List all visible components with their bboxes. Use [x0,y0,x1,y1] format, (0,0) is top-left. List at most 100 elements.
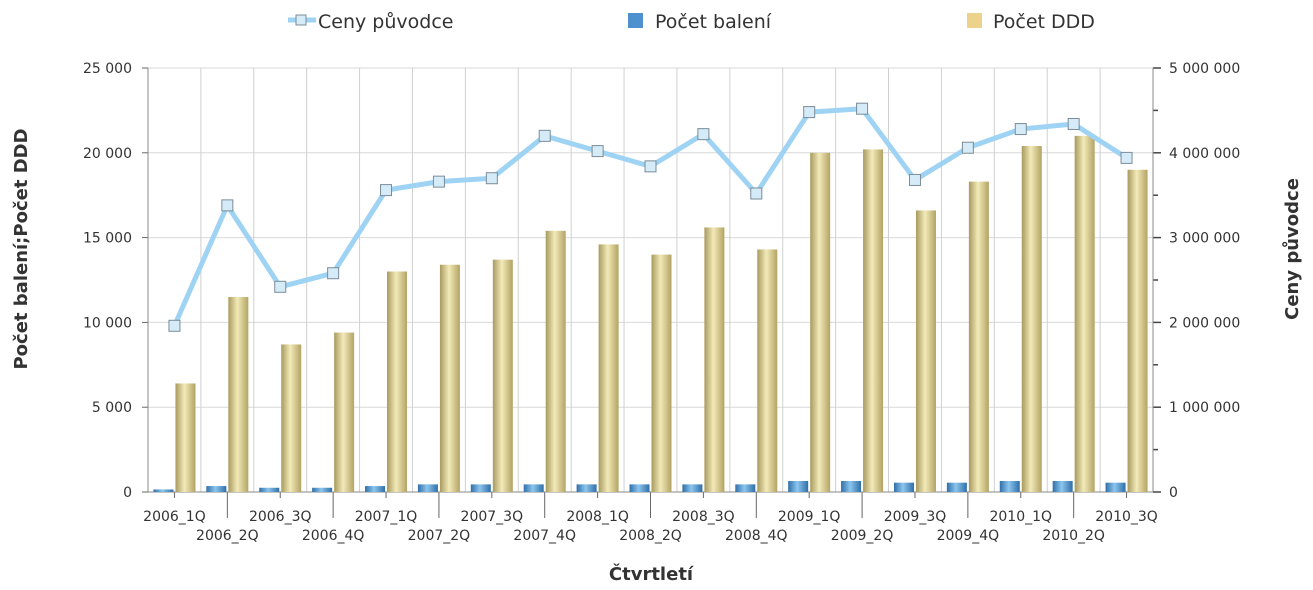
bar-pocet-ddd [1074,135,1095,492]
line-point-marker [644,160,657,173]
line-series [168,102,1133,332]
legend-swatch-baleni [628,13,643,28]
bar-pocet-baleni [682,484,703,492]
y-axis-title: Počet balení;Počet DDD [11,128,32,369]
x-tick-label: 2006_3Q [249,509,312,525]
bar-pocet-baleni [1105,482,1126,492]
bar-pocet-baleni [259,487,280,492]
bar-pocet-ddd [863,149,884,492]
bar-pocet-ddd [492,259,513,492]
bar-pocet-baleni [312,487,333,492]
x-tick-label: 2010_3Q [1095,509,1158,525]
line-point-marker [1014,123,1027,136]
x-tick-label: 2009_2Q [831,528,894,544]
legend-line-marker [295,14,307,26]
bar-pocet-ddd [598,244,619,492]
y2-tick-label: 0 [1169,485,1178,501]
bar-pocet-baleni [735,484,756,492]
legend-label-ddd: Počet DDD [993,11,1095,33]
x-tick-label: 2008_3Q [672,509,735,525]
line-point-marker [697,128,710,141]
bar-pocet-baleni [946,482,967,492]
line-point-marker [908,173,921,186]
y-tick-label: 10 000 [83,315,132,331]
x-tick-label: 2008_4Q [725,528,788,544]
legend-label-baleni: Počet balení [655,11,772,33]
bar-pocet-ddd [387,271,408,492]
bar-pocet-baleni [153,489,174,492]
bar-pocet-ddd [1127,169,1148,492]
bar-pocet-baleni [629,484,650,492]
line-point-marker [538,129,551,142]
bar-pocet-baleni [1052,480,1073,492]
bar-pocet-baleni [523,484,544,492]
x-tick-label: 2009_4Q [937,528,1000,544]
line-point-marker [380,184,393,197]
line-point-marker [961,141,974,154]
x-tick-label: 2010_1Q [989,509,1052,525]
bar-pocet-ddd [915,210,936,493]
x-tick-label: 2007_1Q [355,509,418,525]
bar-pocet-ddd [334,332,355,492]
y-tick-label: 0 [123,485,132,501]
x-tick-label: 2008_2Q [619,528,682,544]
bar-pocet-ddd [810,152,831,493]
bar-pocet-baleni [206,486,227,492]
line-point-marker [168,319,181,332]
line-point-marker [274,280,287,293]
bar-pocet-ddd [704,227,725,492]
bar-pocet-baleni [576,484,597,492]
y2-tick-label: 3 000 000 [1169,231,1240,247]
bar-pocet-ddd [651,254,672,492]
line-point-marker [591,145,604,158]
bar-pocet-baleni [470,484,491,492]
line-point-marker [221,199,234,212]
x-tick-label: 2007_2Q [408,528,471,544]
x-tick-label: 2006_1Q [143,509,206,525]
bar-pocet-ddd [757,249,778,492]
y-tick-label: 15 000 [83,231,132,247]
x-tick-label: 2008_1Q [566,509,629,525]
legend-swatch-ddd [967,13,982,28]
x-tick-label: 2009_1Q [778,509,841,525]
line-point-marker [1120,151,1133,164]
y2-axis-title: Ceny původce [1281,178,1303,320]
bar-pocet-ddd [281,344,302,492]
x-tick-label: 2006_4Q [302,528,365,544]
line-point-marker [803,106,816,119]
y2-tick-label: 1 000 000 [1169,400,1240,416]
x-tick-label: 2010_2Q [1042,528,1105,544]
x-tick-label: 2009_3Q [884,509,947,525]
legend-item-ddd[interactable]: Počet DDD [967,11,1095,33]
bar-pocet-baleni [788,480,809,492]
bar-pocet-ddd [228,296,249,492]
line-point-marker [1067,117,1080,130]
bar-pocet-ddd [439,264,460,492]
legend: Ceny původce Počet balení Počet DDD [288,11,1095,33]
bar-pocet-baleni [365,486,386,492]
bar-pocet-ddd [1021,146,1042,493]
bar-pocet-ddd [175,383,196,492]
y-tick-label: 20 000 [83,146,132,162]
tick-labels: 0 5 000 10 000 15 000 20 000 25 000 0 1 000 000… [83,61,1240,544]
y2-tick-label: 2 000 000 [1169,315,1240,331]
bar-pocet-ddd [968,181,989,492]
x-axis-title: Čtvrtletí [609,563,694,585]
bar-pocet-baleni [841,480,862,492]
legend-item-baleni[interactable]: Počet balení [628,11,772,33]
line-point-marker [750,187,763,200]
line-point-marker [856,102,869,115]
bar-pocet-ddd [545,230,566,493]
x-tick-label: 2007_3Q [461,509,524,525]
line-point-marker [327,267,340,280]
legend-item-line[interactable]: Ceny původce [288,11,453,33]
grid [147,67,1154,493]
legend-label-line: Ceny původce [318,11,453,33]
y-tick-label: 25 000 [83,61,132,77]
bars [153,135,1148,493]
bar-pocet-baleni [417,484,438,492]
bar-pocet-baleni [893,482,914,492]
x-tick-label: 2006_2Q [196,528,259,544]
line-point-marker [485,172,498,185]
